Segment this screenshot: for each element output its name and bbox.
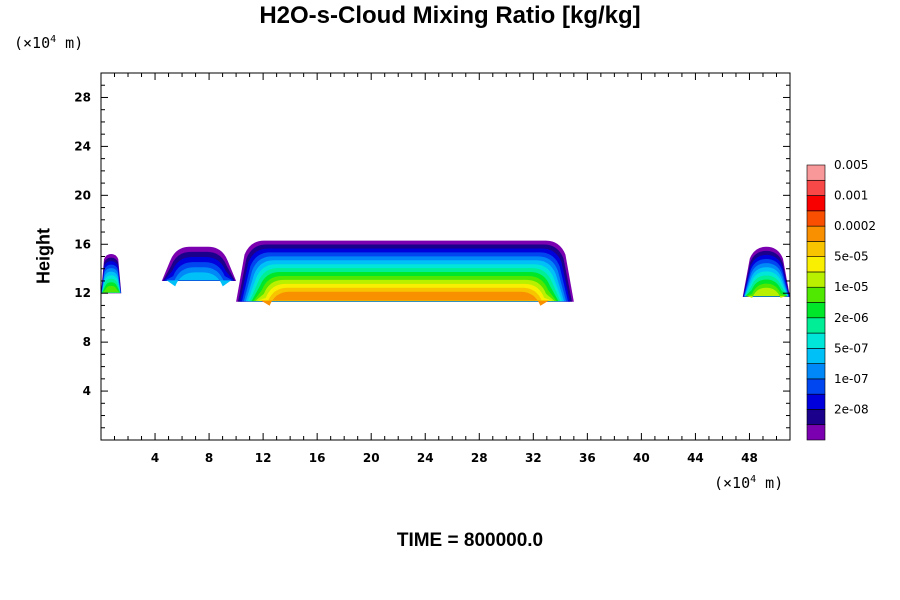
colorbar-cell [806, 317, 826, 334]
y-tick-label: 24 [74, 139, 91, 153]
x-tick-label: 28 [471, 451, 488, 465]
x-tick-label: 20 [363, 451, 380, 465]
chart-title: H2O-s-Cloud Mixing Ratio [kg/kg] [259, 2, 641, 29]
y-axis: 4 8 12 16 20 24 28 [74, 84, 790, 429]
colorbar-label: 0.0002 [834, 219, 876, 233]
y-tick-label: 28 [74, 90, 91, 104]
y-tick-label: 8 [83, 335, 91, 349]
colorbar-label: 0.005 [834, 158, 868, 172]
colorbar-cell [806, 393, 826, 410]
cloud-band [102, 285, 120, 293]
x-axis-unit: (×104 m) [714, 474, 783, 492]
colorbar-label: 0.001 [834, 189, 868, 203]
colorbar-cell [806, 179, 826, 196]
x-unit-suffix: m) [756, 474, 784, 492]
colorbar-cell [806, 210, 826, 227]
colorbar-cell [806, 286, 826, 303]
y-tick-label: 20 [74, 188, 91, 202]
colorbar: 2e-08 1e-07 5e-07 2e-06 1e-05 5e-05 0.0002 0.00… [806, 158, 876, 441]
colorbar-cell [806, 348, 826, 364]
x-tick-label: 32 [525, 451, 542, 465]
x-tick-label: 48 [741, 451, 758, 465]
cloud-band [261, 291, 549, 306]
colorbar-cell [806, 302, 826, 319]
colorbar-cell [806, 363, 826, 380]
y-unit-suffix: m) [56, 34, 84, 52]
x-unit-prefix: (×10 [714, 474, 751, 492]
x-tick-label: 40 [633, 451, 650, 465]
colorbar-cell [806, 332, 826, 349]
colorbar-label: 5e-07 [834, 341, 869, 355]
colorbar-cell [806, 241, 826, 257]
colorbar-cell [806, 271, 826, 288]
colorbar-cell [806, 195, 826, 212]
y-tick-label: 16 [74, 237, 91, 251]
x-tick-label: 24 [417, 451, 434, 465]
y-unit-prefix: (×10 [14, 34, 51, 52]
cloud-band [166, 272, 232, 287]
y-unit-exponent: 4 [50, 34, 57, 45]
y-tick-label: 4 [83, 384, 91, 398]
x-tick-label: 4 [151, 451, 159, 465]
colorbar-cell [806, 409, 826, 426]
colorbar-label: 2e-08 [834, 402, 869, 416]
cloud-band [746, 287, 787, 298]
y-axis-unit: (×104 m) [14, 34, 83, 52]
colorbar-label: 1e-05 [834, 280, 869, 294]
cloud-contours [101, 240, 790, 306]
colorbar-cell [806, 256, 826, 273]
colorbar-label: 1e-07 [834, 372, 869, 386]
x-tick-label: 16 [309, 451, 326, 465]
colorbar-cell [806, 164, 826, 181]
colorbar-cell [806, 424, 826, 441]
y-tick-label: 12 [74, 286, 91, 300]
x-unit-exponent: 4 [750, 474, 757, 485]
x-tick-label: 36 [579, 451, 596, 465]
colorbar-label: 2e-06 [834, 311, 869, 325]
x-tick-label: 8 [205, 451, 213, 465]
x-tick-label: 44 [687, 451, 704, 465]
x-tick-label: 12 [255, 451, 272, 465]
colorbar-cell [806, 378, 826, 395]
time-label: TIME = 800000.0 [396, 530, 544, 551]
colorbar-label: 5e-05 [834, 250, 869, 264]
colorbar-cell [806, 225, 826, 242]
x-axis: 4 8 12 16 20 24 28 32 36 40 44 48 [114, 73, 777, 465]
